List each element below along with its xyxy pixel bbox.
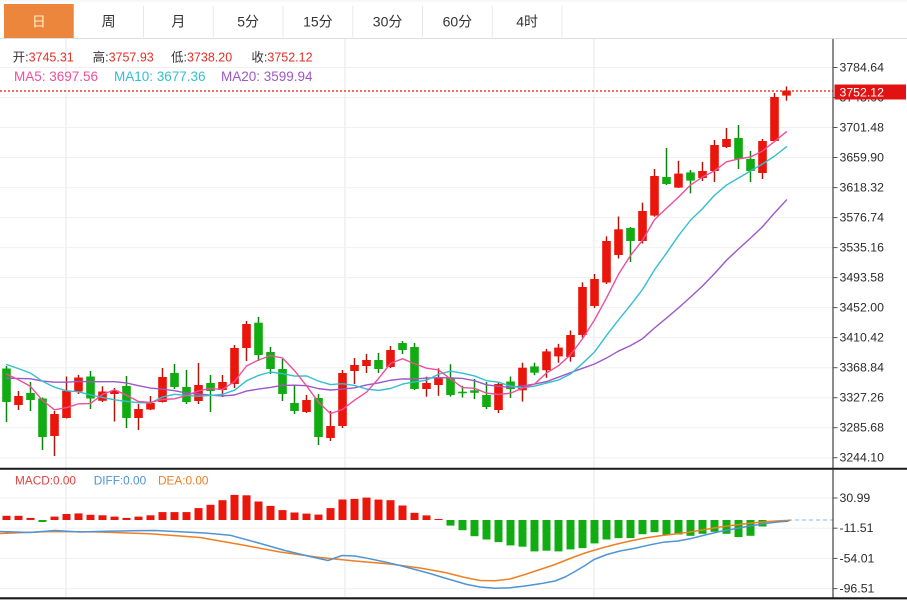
svg-text:MA5: 3697.56: MA5: 3697.56 (14, 69, 98, 84)
svg-text:30.99: 30.99 (840, 491, 871, 505)
svg-text:3618.32: 3618.32 (840, 181, 885, 195)
svg-text:15分: 15分 (303, 14, 333, 30)
svg-text:3535.16: 3535.16 (840, 241, 885, 255)
svg-text:高:3757.93: 高:3757.93 (93, 49, 154, 64)
svg-text:MA20: 3599.94: MA20: 3599.94 (221, 69, 313, 84)
svg-text:30分: 30分 (373, 14, 403, 30)
svg-text:低:3738.20: 低:3738.20 (171, 50, 232, 64)
svg-text:3368.84: 3368.84 (840, 361, 885, 375)
svg-text:3752.12: 3752.12 (840, 85, 885, 99)
svg-text:DEA:0.00: DEA:0.00 (158, 474, 209, 488)
svg-text:3410.42: 3410.42 (840, 331, 885, 345)
svg-text:月: 月 (171, 14, 185, 30)
svg-text:收:3752.12: 收:3752.12 (251, 50, 312, 64)
svg-text:3576.74: 3576.74 (840, 211, 885, 225)
svg-text:60分: 60分 (443, 14, 473, 30)
svg-text:3452.00: 3452.00 (840, 301, 885, 315)
svg-text:5分: 5分 (237, 14, 259, 30)
svg-text:3659.90: 3659.90 (840, 151, 885, 165)
svg-text:4时: 4时 (516, 14, 538, 30)
svg-text:MA10: 3677.36: MA10: 3677.36 (114, 69, 206, 84)
svg-text:-11.51: -11.51 (840, 521, 874, 535)
svg-text:3285.68: 3285.68 (840, 421, 885, 435)
svg-text:3493.58: 3493.58 (840, 271, 885, 285)
svg-text:-96.51: -96.51 (840, 582, 875, 596)
svg-text:3327.26: 3327.26 (840, 391, 885, 405)
svg-text:MACD:0.00: MACD:0.00 (15, 474, 76, 488)
svg-text:周: 周 (102, 14, 116, 30)
svg-text:日: 日 (32, 14, 46, 30)
svg-text:3701.48: 3701.48 (840, 121, 885, 135)
svg-text:3244.10: 3244.10 (840, 451, 885, 465)
svg-text:-54.01: -54.01 (840, 551, 875, 565)
svg-text:3784.64: 3784.64 (840, 61, 885, 75)
svg-text:开:3745.31: 开:3745.31 (13, 50, 74, 64)
svg-text:DIFF:0.00: DIFF:0.00 (94, 474, 147, 488)
